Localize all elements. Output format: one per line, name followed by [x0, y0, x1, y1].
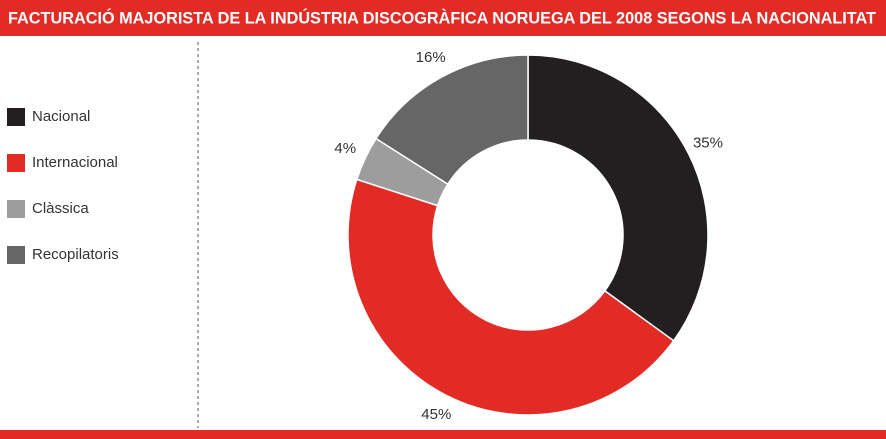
legend-label: Recopilatoris [32, 246, 119, 263]
legend-label: Internacional [32, 154, 118, 171]
chart-title: FACTURACIÓ MAJORISTA DE LA INDÚSTRIA DIS… [8, 8, 877, 27]
donut-slice [527, 54, 709, 342]
data-label: 45% [421, 406, 451, 423]
donut-slice [374, 54, 529, 186]
data-label: 16% [416, 49, 446, 66]
legend-label: Clàssica [32, 200, 89, 217]
legend-swatch [7, 200, 25, 218]
footer-bar [0, 430, 886, 439]
legend-swatch [7, 246, 25, 264]
donut-slice [347, 178, 675, 416]
title-bar [0, 0, 886, 36]
legend-label: Nacional [32, 108, 90, 125]
data-label: 4% [334, 140, 356, 157]
legend-swatch [7, 154, 25, 172]
data-label: 35% [693, 134, 723, 151]
legend-swatch [7, 108, 25, 126]
